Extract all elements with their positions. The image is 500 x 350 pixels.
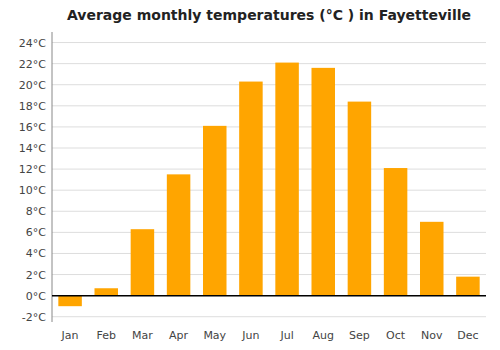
x-tick-label: Apr xyxy=(169,329,189,342)
y-tick-label: 12°C xyxy=(19,163,46,176)
grid-line xyxy=(52,211,486,212)
grid-line xyxy=(52,148,486,149)
bar xyxy=(420,222,444,296)
y-tick-label: 18°C xyxy=(19,100,46,113)
bar xyxy=(311,68,335,296)
bar xyxy=(131,229,155,295)
bars xyxy=(58,63,479,307)
x-tick-label: Dec xyxy=(457,329,478,342)
y-tick-label: 4°C xyxy=(26,247,46,260)
grid-line xyxy=(52,42,486,43)
y-tick-label: 16°C xyxy=(19,121,46,134)
bar xyxy=(348,102,372,296)
chart-container: Average monthly temperatures (°C ) in Fa… xyxy=(0,0,500,350)
x-tick-label: Feb xyxy=(97,329,116,342)
y-axis-line xyxy=(52,32,53,322)
y-tick-label: -2°C xyxy=(22,311,46,324)
bar xyxy=(203,126,227,296)
x-tick-label: May xyxy=(203,329,226,342)
x-tick-label: Sep xyxy=(349,329,370,342)
y-tick-label: 6°C xyxy=(26,226,46,239)
y-tick-label: 22°C xyxy=(19,58,46,71)
x-tick-label: Jul xyxy=(279,329,293,342)
x-tick-labels: Jan Feb Mar Apr May Jun Jul Aug Sep Oct Nov Dec xyxy=(61,329,479,342)
y-tick-label: 8°C xyxy=(26,205,46,218)
chart-title: Average monthly temperatures (°C ) in Fa… xyxy=(67,7,471,23)
grid-line xyxy=(52,63,486,64)
x-tick-label: Jun xyxy=(241,329,259,342)
x-tick-label: Nov xyxy=(421,329,443,342)
y-tick-label: 24°C xyxy=(19,37,46,50)
bar xyxy=(239,82,263,296)
grid-line xyxy=(52,84,486,85)
grid-line xyxy=(52,190,486,191)
bar xyxy=(275,63,299,296)
x-tick-label: Aug xyxy=(313,329,334,342)
grid-line xyxy=(52,295,486,296)
zero-line xyxy=(52,295,486,297)
chart-svg: Average monthly temperatures (°C ) in Fa… xyxy=(0,0,500,350)
y-tick-label: 2°C xyxy=(26,269,46,282)
y-tick-label: 14°C xyxy=(19,142,46,155)
grid-line xyxy=(52,126,486,127)
x-tick-label: Oct xyxy=(386,329,406,342)
bar xyxy=(384,168,408,296)
bar xyxy=(456,277,480,296)
x-tick-label: Jan xyxy=(61,329,79,342)
x-tick-label: Mar xyxy=(132,329,153,342)
grid-line xyxy=(52,316,486,317)
bar xyxy=(94,288,118,295)
y-tick-labels: -2°C 0°C 2°C 4°C 6°C 8°C 10°C 12°C 14°C 16°C 18°C 2… xyxy=(19,37,46,324)
grid-line xyxy=(52,105,486,106)
y-tick-label: 0°C xyxy=(26,290,46,303)
y-tick-label: 10°C xyxy=(19,184,46,197)
grid-line xyxy=(52,169,486,170)
bar xyxy=(58,296,82,307)
grid xyxy=(52,43,486,317)
y-tick-label: 20°C xyxy=(19,79,46,92)
bar xyxy=(167,174,191,295)
